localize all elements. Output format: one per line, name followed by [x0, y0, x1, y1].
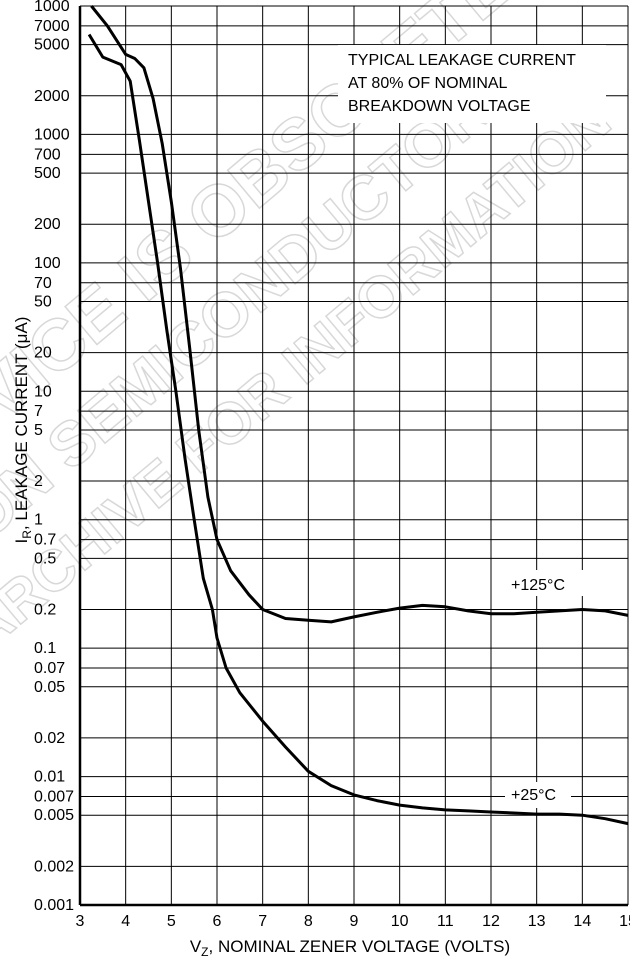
x-tick-label: 6: [213, 913, 222, 930]
y-tick-label: 0.002: [34, 858, 74, 875]
x-tick-label: 14: [573, 913, 591, 930]
y-tick-label: 2: [34, 473, 43, 490]
x-tick-labels: 3 4 5 6 7 8 9 10 11 12 13 14 15: [76, 913, 630, 930]
y-tick-label: 20: [34, 345, 52, 362]
x-tick-label: 12: [482, 913, 500, 930]
x-axis-title: VZ, NOMINAL ZENER VOLTAGE (VOLTS): [190, 937, 510, 959]
series-label-25c: +25°C: [511, 787, 556, 804]
series-label-125-bg: [505, 570, 583, 596]
y-tick-label: 7: [34, 403, 43, 420]
y-tick-label: 100: [34, 255, 61, 272]
y-tick-label: 50: [34, 294, 52, 311]
y-tick-label: 1000: [34, 126, 70, 143]
series-label-125c: +125°C: [511, 577, 565, 594]
y-tick-label: 0.5: [34, 550, 56, 567]
y-tick-label: 7000: [34, 18, 70, 35]
x-tick-label: 8: [304, 913, 313, 930]
y-tick-label: 0.001: [34, 897, 74, 914]
y-tick-label: 0.02: [34, 730, 65, 747]
x-tick-label: 3: [76, 913, 85, 930]
y-tick-label: 0.005: [34, 807, 74, 824]
y-tick-label: 0.7: [34, 532, 56, 549]
y-tick-label: 200: [34, 216, 61, 233]
x-tick-label: 15: [619, 913, 630, 930]
y-tick-label: 70: [34, 275, 52, 292]
annotation-background: [338, 45, 606, 123]
y-tick-label: 500: [34, 165, 61, 182]
x-tick-label: 7: [258, 913, 267, 930]
y-tick-label: 5: [34, 422, 43, 439]
y-tick-label: 0.1: [34, 640, 56, 657]
x-tick-label: 4: [121, 913, 130, 930]
y-tick-label: 0.07: [34, 660, 65, 677]
annotation-line-2: AT 80% OF NOMINAL: [348, 75, 508, 92]
x-tick-label: 9: [350, 913, 359, 930]
series-layer: [87, 5, 629, 826]
annotation-line-3: BREAKDOWN VOLTAGE: [348, 98, 531, 115]
series-line-125c: [90, 5, 629, 624]
y-axis-title: IR, LEAKAGE CURRENT (μA): [12, 317, 34, 544]
x-tick-label: 10: [391, 913, 409, 930]
series-line-25c: [87, 33, 629, 826]
y-tick-label: 0.2: [34, 601, 56, 618]
y-tick-label: 0.007: [34, 788, 74, 805]
y-tick-labels: 1000700050002000100070050020010070502010…: [34, 0, 74, 914]
annotation-line-1: TYPICAL LEAKAGE CURRENT: [348, 52, 576, 69]
y-tick-label: 2000: [34, 88, 70, 105]
y-tick-label: 0.01: [34, 769, 65, 786]
y-tick-label: 10: [34, 383, 52, 400]
x-tick-label: 13: [528, 913, 546, 930]
grid: [79, 5, 629, 906]
x-tick-label: 11: [437, 913, 454, 930]
y-tick-label: 1: [34, 512, 43, 529]
y-tick-label: 5000: [34, 37, 70, 54]
plot-frame: [78, 6, 628, 907]
y-tick-label: 700: [34, 146, 61, 163]
series-label-25-bg: [505, 782, 571, 808]
y-tick-label: 0.05: [34, 679, 65, 696]
x-tick-label: 5: [167, 913, 176, 930]
y-tick-label: 1000: [34, 0, 70, 15]
